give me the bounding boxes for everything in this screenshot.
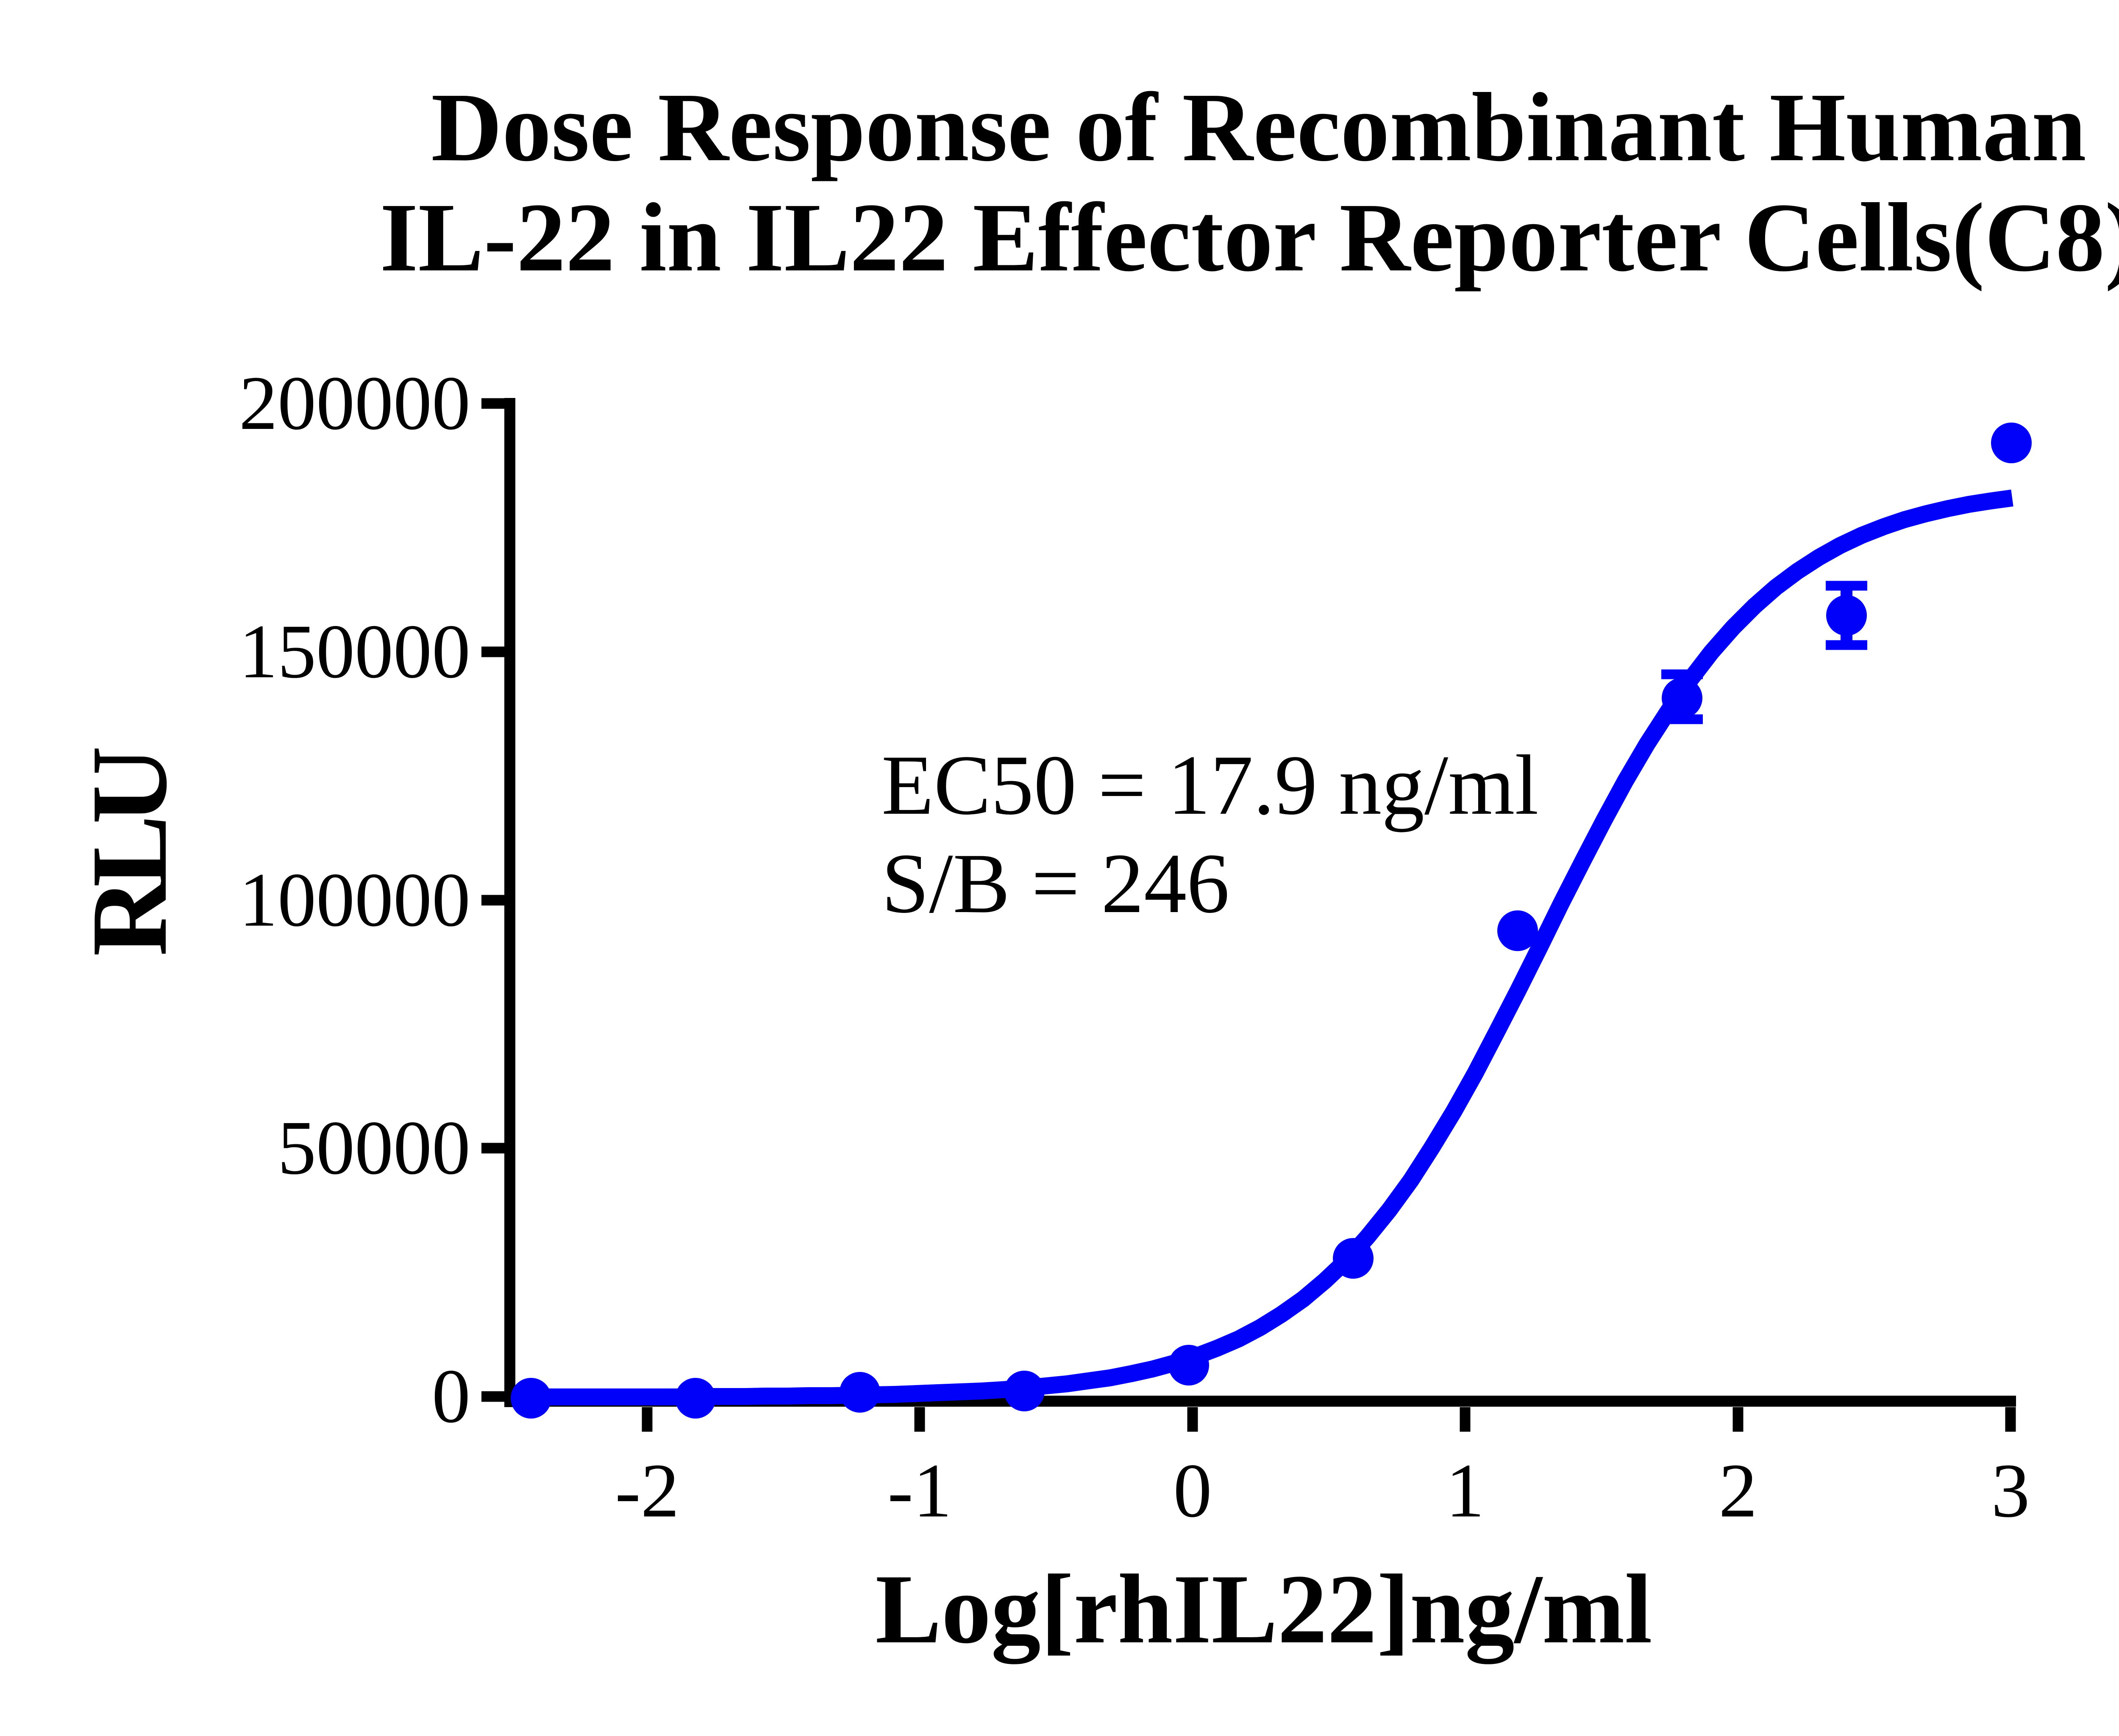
svg-text:200000: 200000 bbox=[239, 361, 470, 446]
svg-text:IL-22 in IL22 Effector Reporte: IL-22 in IL22 Effector Reporter Cells(C8… bbox=[380, 183, 2119, 292]
svg-text:RLU: RLU bbox=[70, 748, 189, 957]
svg-text:Log[rhIL22]ng/ml: Log[rhIL22]ng/ml bbox=[875, 1554, 1652, 1664]
svg-text:Dose Response of Recombinant H: Dose Response of Recombinant Human bbox=[431, 73, 2086, 182]
svg-text:3: 3 bbox=[1991, 1448, 2030, 1533]
svg-text:-1: -1 bbox=[887, 1448, 952, 1533]
svg-text:100000: 100000 bbox=[239, 857, 470, 943]
svg-text:EC50 = 17.9 ng/ml: EC50 = 17.9 ng/ml bbox=[882, 737, 1538, 832]
svg-text:150000: 150000 bbox=[239, 609, 470, 694]
svg-text:0: 0 bbox=[1174, 1448, 1212, 1533]
svg-text:2: 2 bbox=[1719, 1448, 1757, 1533]
svg-text:1: 1 bbox=[1446, 1448, 1485, 1533]
svg-text:50000: 50000 bbox=[278, 1105, 470, 1191]
svg-text:S/B = 246: S/B = 246 bbox=[882, 836, 1229, 931]
svg-text:0: 0 bbox=[432, 1354, 470, 1439]
svg-text:-2: -2 bbox=[615, 1448, 679, 1533]
